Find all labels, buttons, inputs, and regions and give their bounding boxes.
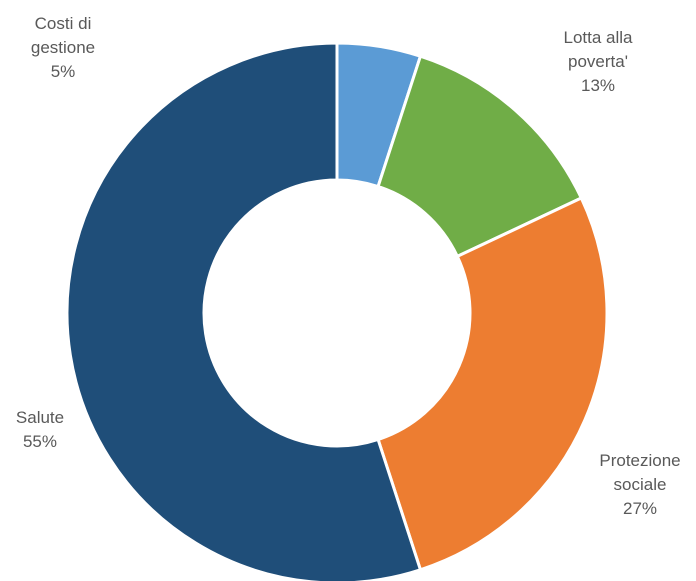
value-label: 27% — [622, 499, 658, 518]
category-label: Lotta alla poverta' — [563, 28, 633, 71]
donut-slice — [376, 196, 609, 572]
slice-label: Costi di gestione 5% — [31, 12, 95, 84]
category-label: Protezione sociale — [599, 451, 681, 494]
slice-label: Lotta alla poverta' 13% — [564, 26, 633, 98]
value-label: 13% — [580, 76, 616, 95]
value-label: 5% — [50, 62, 76, 81]
category-label: Costi di gestione — [30, 14, 96, 57]
category-label: Salute — [15, 408, 65, 427]
slice-label: Protezione sociale 27% — [599, 449, 680, 521]
donut-slice — [376, 54, 584, 259]
slice-label: Salute 55% — [16, 406, 64, 454]
donut-slice — [65, 41, 423, 581]
value-label: 55% — [22, 432, 58, 451]
